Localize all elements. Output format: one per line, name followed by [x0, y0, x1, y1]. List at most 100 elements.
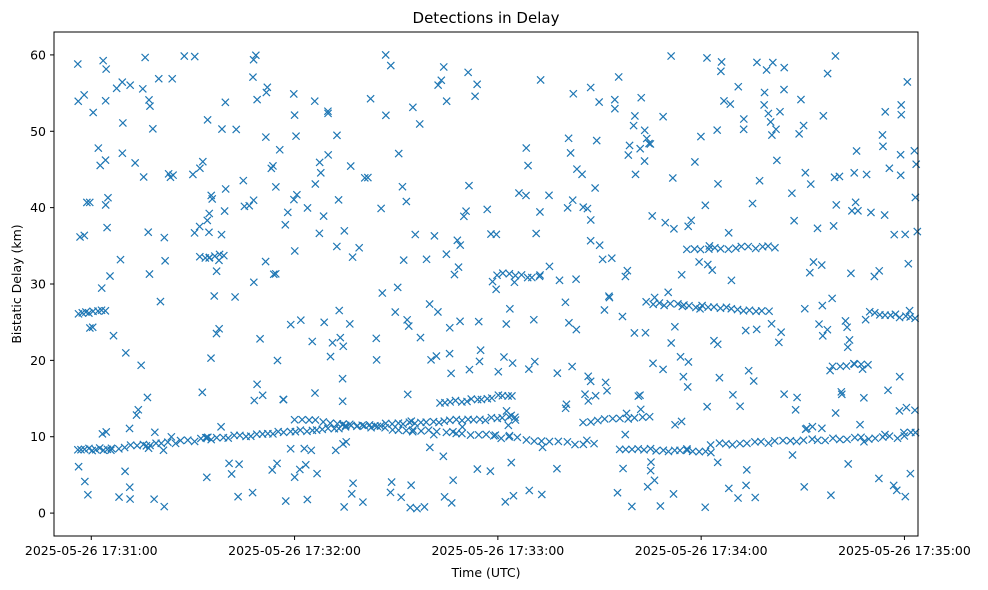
detection-point: [903, 77, 912, 86]
detection-point: [817, 424, 826, 433]
detection-point: [667, 338, 676, 348]
detection-point: [878, 130, 887, 139]
detection-point: [767, 131, 776, 140]
detection-point: [770, 436, 779, 445]
detection-point: [303, 203, 312, 212]
detection-point: [570, 440, 580, 449]
detection-point: [204, 228, 213, 237]
detection-point: [855, 420, 865, 429]
detection-point: [340, 502, 349, 511]
detection-point: [780, 63, 789, 72]
detection-point: [99, 56, 108, 65]
detection-point: [734, 494, 743, 503]
detection-point: [488, 277, 497, 286]
detection-point: [349, 479, 358, 488]
detection-point: [279, 428, 288, 437]
detection-point: [625, 141, 634, 150]
y-axis: 0 10 20 30 40 50 60: [30, 47, 54, 521]
detection-point: [118, 118, 127, 127]
detection-point: [564, 134, 573, 143]
detection-point: [408, 103, 417, 112]
detection-point: [205, 209, 214, 218]
detection-point: [402, 426, 411, 435]
detection-point: [160, 233, 169, 242]
detection-point: [563, 203, 572, 212]
detection-point: [801, 425, 810, 434]
detection-point: [291, 427, 300, 436]
detection-point: [378, 289, 387, 298]
detection-point: [505, 304, 514, 313]
detection-point: [566, 148, 575, 157]
detection-point: [525, 486, 534, 495]
detection-point: [408, 427, 417, 436]
detection-point: [704, 245, 713, 254]
detection-point: [592, 136, 601, 145]
detection-point: [536, 270, 545, 280]
detection-point: [584, 372, 593, 381]
detection-point: [521, 191, 531, 200]
detection-point: [745, 306, 754, 315]
detection-point: [522, 144, 531, 153]
detection-point: [715, 373, 724, 382]
detection-point: [268, 429, 277, 438]
detection-point: [145, 270, 154, 279]
detection-point: [607, 254, 616, 263]
detection-point: [256, 334, 265, 343]
detection-point: [449, 476, 458, 485]
detection-point: [764, 242, 773, 251]
detection-point: [623, 266, 632, 275]
detection-point: [586, 215, 595, 224]
detection-point: [664, 288, 673, 297]
detection-point: [831, 408, 840, 418]
detection-point: [857, 360, 866, 369]
detection-point: [595, 241, 604, 250]
detection-point: [150, 428, 159, 437]
detection-point: [788, 450, 797, 460]
detection-point: [638, 413, 647, 422]
detection-point: [537, 437, 546, 446]
detection-point: [796, 95, 805, 104]
detection-point: [635, 391, 645, 400]
detection-point: [286, 444, 295, 453]
detection-point: [279, 395, 288, 404]
detection-point: [198, 157, 207, 166]
detection-point: [398, 182, 407, 191]
detection-point: [89, 108, 98, 117]
detection-point: [427, 355, 436, 364]
detection-point: [439, 452, 448, 461]
detection-point: [121, 348, 130, 357]
detection-point: [409, 425, 418, 434]
detection-point: [768, 58, 777, 67]
detection-point: [310, 388, 320, 398]
detection-point: [660, 301, 669, 310]
detection-point: [493, 271, 502, 280]
detection-point: [880, 430, 890, 439]
detection-point: [511, 415, 520, 425]
detection-point: [850, 168, 859, 177]
detection-point: [425, 443, 434, 452]
detection-point: [338, 420, 347, 429]
detection-point: [253, 380, 262, 389]
detection-point: [387, 478, 396, 487]
detection-point: [183, 436, 192, 445]
detection-point: [760, 100, 769, 109]
detection-point: [595, 98, 604, 107]
detection-point: [821, 436, 830, 445]
detection-point: [210, 291, 219, 301]
detection-point: [160, 502, 169, 511]
detection-point: [527, 273, 536, 282]
detection-point: [440, 492, 449, 501]
detection-point: [679, 301, 688, 310]
detection-point: [494, 367, 503, 376]
y-tick-label: 50: [30, 124, 46, 139]
detection-point: [376, 422, 385, 431]
detection-point: [831, 52, 840, 61]
detection-point: [469, 415, 478, 424]
detection-point: [621, 272, 630, 281]
detection-point: [406, 503, 415, 512]
detection-point: [792, 437, 801, 446]
detection-point: [429, 430, 438, 439]
detection-point: [445, 323, 454, 332]
detection-point: [805, 268, 814, 277]
detection-point: [897, 100, 906, 109]
